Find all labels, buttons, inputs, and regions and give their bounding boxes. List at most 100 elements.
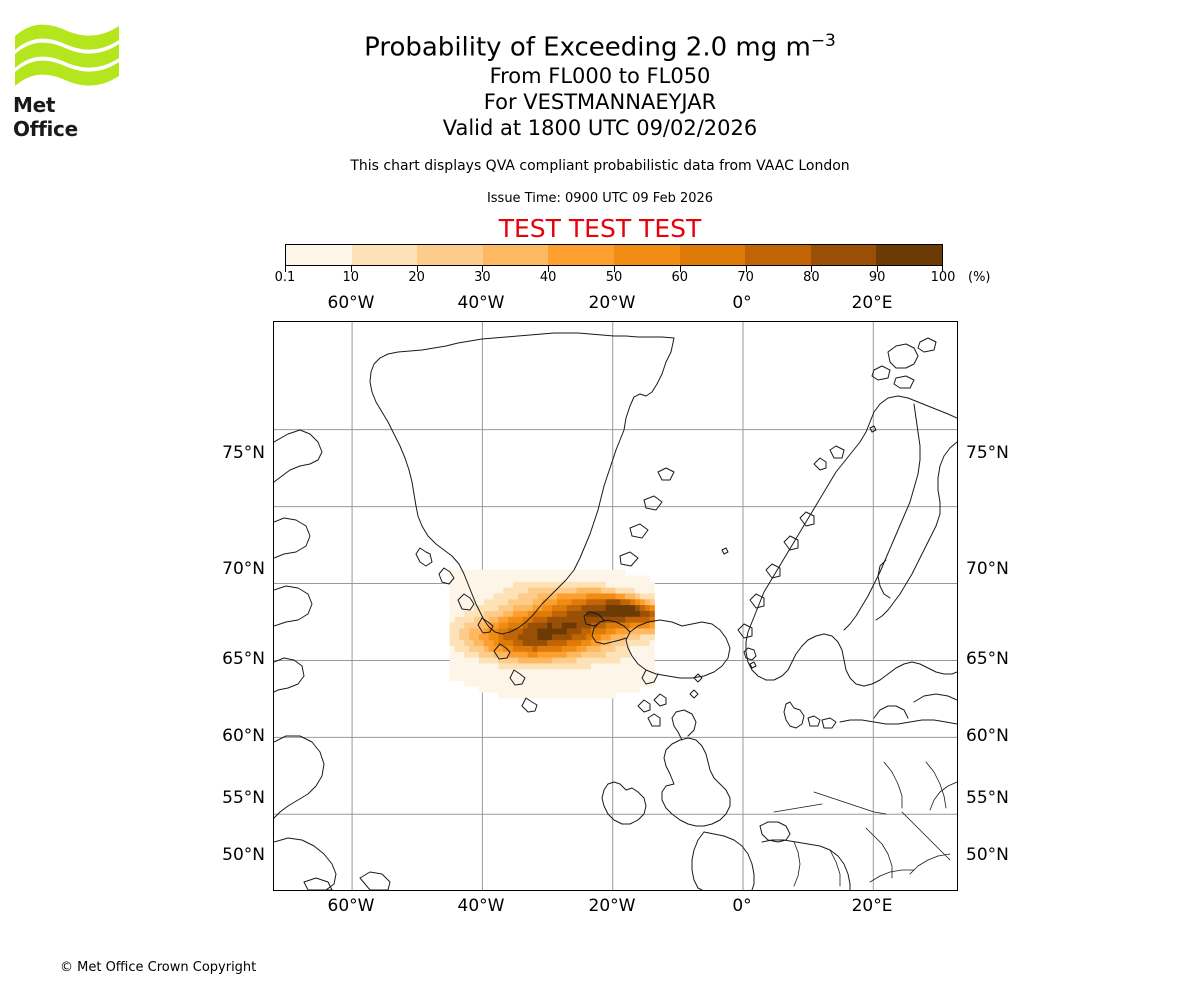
plume-cell (581, 663, 587, 670)
plume-cell (542, 633, 548, 641)
plume-cell (552, 628, 558, 635)
plume-cell (469, 587, 475, 594)
plume-cell (576, 686, 582, 693)
plume-cell (449, 633, 455, 641)
plume-cell (542, 569, 548, 576)
plume-cell (571, 604, 577, 611)
plume-cell (644, 593, 650, 600)
plume-cell (635, 657, 641, 664)
plume-cell (483, 581, 490, 588)
plume-cell (449, 645, 455, 652)
plume-cell (649, 628, 655, 635)
plume-cell (566, 668, 572, 676)
plume-cell (542, 581, 548, 588)
plume-cell (483, 616, 490, 623)
plume-cell (503, 645, 509, 652)
plume-cell (591, 604, 597, 611)
map-plot-area[interactable] (273, 321, 958, 891)
plume-cell (610, 668, 616, 676)
colorbar-label-90: 90 (868, 270, 886, 285)
plume-cell (517, 645, 524, 652)
plume-cell (630, 622, 636, 629)
plume-cell (532, 569, 538, 576)
plume-cell (449, 604, 455, 611)
plume-cell (459, 651, 465, 658)
plume-cell (576, 628, 582, 635)
plume-cell (522, 616, 529, 623)
plume-cell (610, 575, 616, 582)
plume-cell (547, 651, 553, 658)
plume-cell (537, 686, 543, 693)
plume-cell (591, 616, 597, 623)
met-office-logo-text: Met Office (13, 93, 78, 141)
plume-cell (581, 633, 587, 641)
plume-cell (449, 581, 455, 588)
plume-cell (620, 598, 626, 606)
plume-cell (625, 598, 631, 606)
colorbar-label-0.1: 0.1 (274, 270, 296, 285)
plume-cell (591, 645, 597, 652)
plume-cell (576, 668, 582, 676)
plume-cell (517, 674, 524, 681)
plume-cell (620, 657, 626, 664)
plume-cell (552, 593, 558, 600)
plume-cell (488, 593, 494, 600)
plume-cell (625, 622, 631, 629)
plume-cell (532, 639, 538, 646)
plume-cell (571, 598, 577, 606)
plume-cell (527, 622, 533, 629)
plume-cell (615, 593, 621, 600)
plume-cell (517, 604, 524, 611)
plume-cell (625, 581, 631, 588)
plume-cell (483, 604, 490, 611)
plume-cell (600, 674, 607, 681)
plume-cell (610, 692, 616, 699)
plume-cell (630, 663, 636, 670)
plume-cell (449, 651, 455, 658)
plume-cell (644, 645, 650, 652)
plume-cell (571, 569, 577, 576)
plume-cell (454, 581, 460, 588)
plume-cell (454, 616, 460, 623)
plume-cell (503, 575, 509, 582)
plume-cell (508, 593, 514, 600)
plume-cell (586, 657, 592, 664)
plume-cell (464, 610, 470, 617)
plume-cell (615, 633, 621, 641)
plume-cell (625, 610, 631, 617)
plume-cell (556, 610, 563, 617)
lon-label-top-60w: 60°W (327, 293, 375, 313)
plume-cell (595, 628, 602, 635)
plume-cell (635, 598, 641, 606)
plume-cell (449, 587, 455, 594)
plume-cell (571, 593, 577, 600)
met-office-logo: Met Office (13, 20, 123, 141)
plume-cell (649, 587, 655, 594)
plume-cell (552, 657, 558, 664)
plume-cell (620, 668, 626, 676)
plume-cell (566, 616, 572, 623)
plume-cell (483, 633, 490, 641)
plume-cell (474, 663, 480, 670)
plume-cell (459, 668, 465, 676)
ash-probability-plume (449, 569, 655, 699)
plume-cell (615, 604, 621, 611)
plume-cell (649, 663, 655, 670)
plume-cell (605, 663, 611, 670)
plume-cell (635, 581, 641, 588)
plume-cell (513, 569, 519, 576)
plume-cell (503, 692, 509, 699)
plume-cell (459, 587, 465, 594)
plume-cell (566, 651, 572, 658)
plume-cell (600, 680, 607, 687)
plume-cell (469, 663, 475, 670)
plume-cell (556, 657, 563, 664)
plume-cell (595, 622, 602, 629)
plume-cell (639, 598, 646, 606)
colorbar-tick-80 (811, 266, 813, 272)
plume-cell (493, 668, 499, 676)
plume-cell (532, 657, 538, 664)
plume-cell (527, 587, 533, 594)
plume-cell (571, 651, 577, 658)
plume-cell (649, 657, 655, 664)
